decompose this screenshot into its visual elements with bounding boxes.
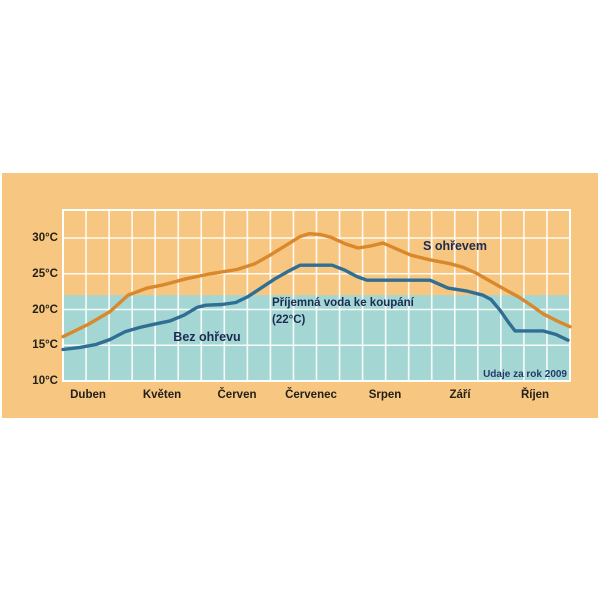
y-tick-label: 30°C <box>32 232 58 244</box>
comfort-band-annotation-line2: (22°C) <box>272 314 306 326</box>
series-line-0 <box>61 231 572 339</box>
month-label: Srpen <box>368 389 402 401</box>
month-label: Červen <box>217 389 257 401</box>
y-tick-label: 25°C <box>32 267 58 280</box>
series-label-without-heating: Bez ohřevu <box>173 330 241 344</box>
y-tick-label: 15°C <box>32 339 58 352</box>
series-line-1 <box>61 263 570 352</box>
comfort-band-annotation-line1: Příjemná voda ke koupání <box>272 297 414 309</box>
series-label-with-heating: S ohřevem <box>423 239 487 253</box>
y-tick-label: 10°C <box>32 375 58 387</box>
month-label: Září <box>449 389 471 401</box>
plot-border <box>62 209 571 382</box>
month-label: Červenec <box>285 389 337 401</box>
comfort-band-annotation: Příjemná voda ke koupání (22°C) <box>272 295 414 329</box>
y-tick-label: 20°C <box>32 303 58 316</box>
month-label: Duben <box>70 389 106 401</box>
month-label: Květen <box>142 389 182 401</box>
month-label: Říjen <box>520 389 550 401</box>
data-year-note: Udaje za rok 2009 <box>483 369 567 380</box>
